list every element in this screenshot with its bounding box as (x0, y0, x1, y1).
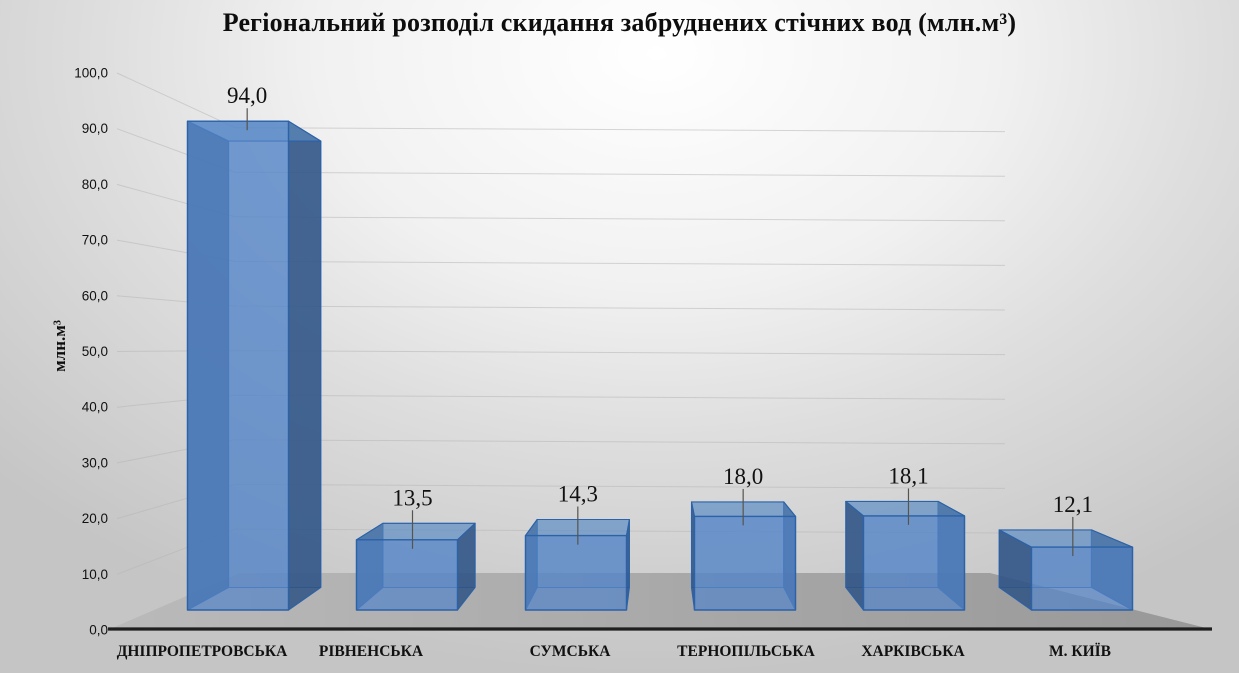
y-tick-label: 30,0 (82, 455, 108, 470)
chart-title: Регіональний розподіл скидання забруднен… (222, 8, 1017, 37)
data-label: 13,5 (392, 485, 432, 510)
bar-face-front (693, 515, 797, 611)
data-label: 94,0 (227, 83, 267, 108)
data-label: 12,1 (1053, 492, 1093, 517)
y-tick-label: 10,0 (82, 567, 108, 582)
bar-face-top (845, 500, 966, 517)
y-tick-label: 70,0 (82, 233, 108, 248)
category-label: РІВНЕНСЬКА (319, 643, 424, 660)
y-tick-label: 100,0 (74, 66, 108, 81)
y-tick-label: 50,0 (82, 344, 108, 359)
bar-face-front (1030, 546, 1134, 611)
y-tick-label: 80,0 (82, 177, 108, 192)
bar-face-front (862, 515, 966, 611)
bar-face-front (355, 539, 459, 611)
y-tick-label: 40,0 (82, 400, 108, 415)
data-label: 18,0 (723, 464, 763, 489)
bar-face-right (287, 120, 322, 611)
bar-5 (845, 500, 966, 611)
y-tick-label: 20,0 (82, 511, 108, 526)
y-tick-label: 90,0 (82, 121, 108, 136)
category-label: ХАРКІВСЬКА (861, 643, 965, 660)
y-tick-label: 0,0 (89, 623, 108, 638)
y-tick-label: 60,0 (82, 288, 108, 303)
bar-face-top (355, 522, 476, 541)
data-label: 14,3 (558, 481, 598, 506)
category-label: ДНІПРОПЕТРОВСЬКА (117, 643, 288, 660)
data-label: 18,1 (888, 463, 928, 488)
bar-1 (186, 120, 322, 611)
bar-face-front (186, 120, 290, 611)
bar-3 (524, 518, 630, 611)
bar-face-front (524, 534, 628, 611)
category-label: ТЕРНОПІЛЬСЬКА (677, 643, 815, 660)
bar-4 (690, 501, 797, 611)
category-label: СУМСЬКА (530, 643, 612, 660)
bar-6 (998, 529, 1134, 611)
category-label: М. КИЇВ (1049, 643, 1111, 660)
bar-2 (355, 522, 476, 611)
